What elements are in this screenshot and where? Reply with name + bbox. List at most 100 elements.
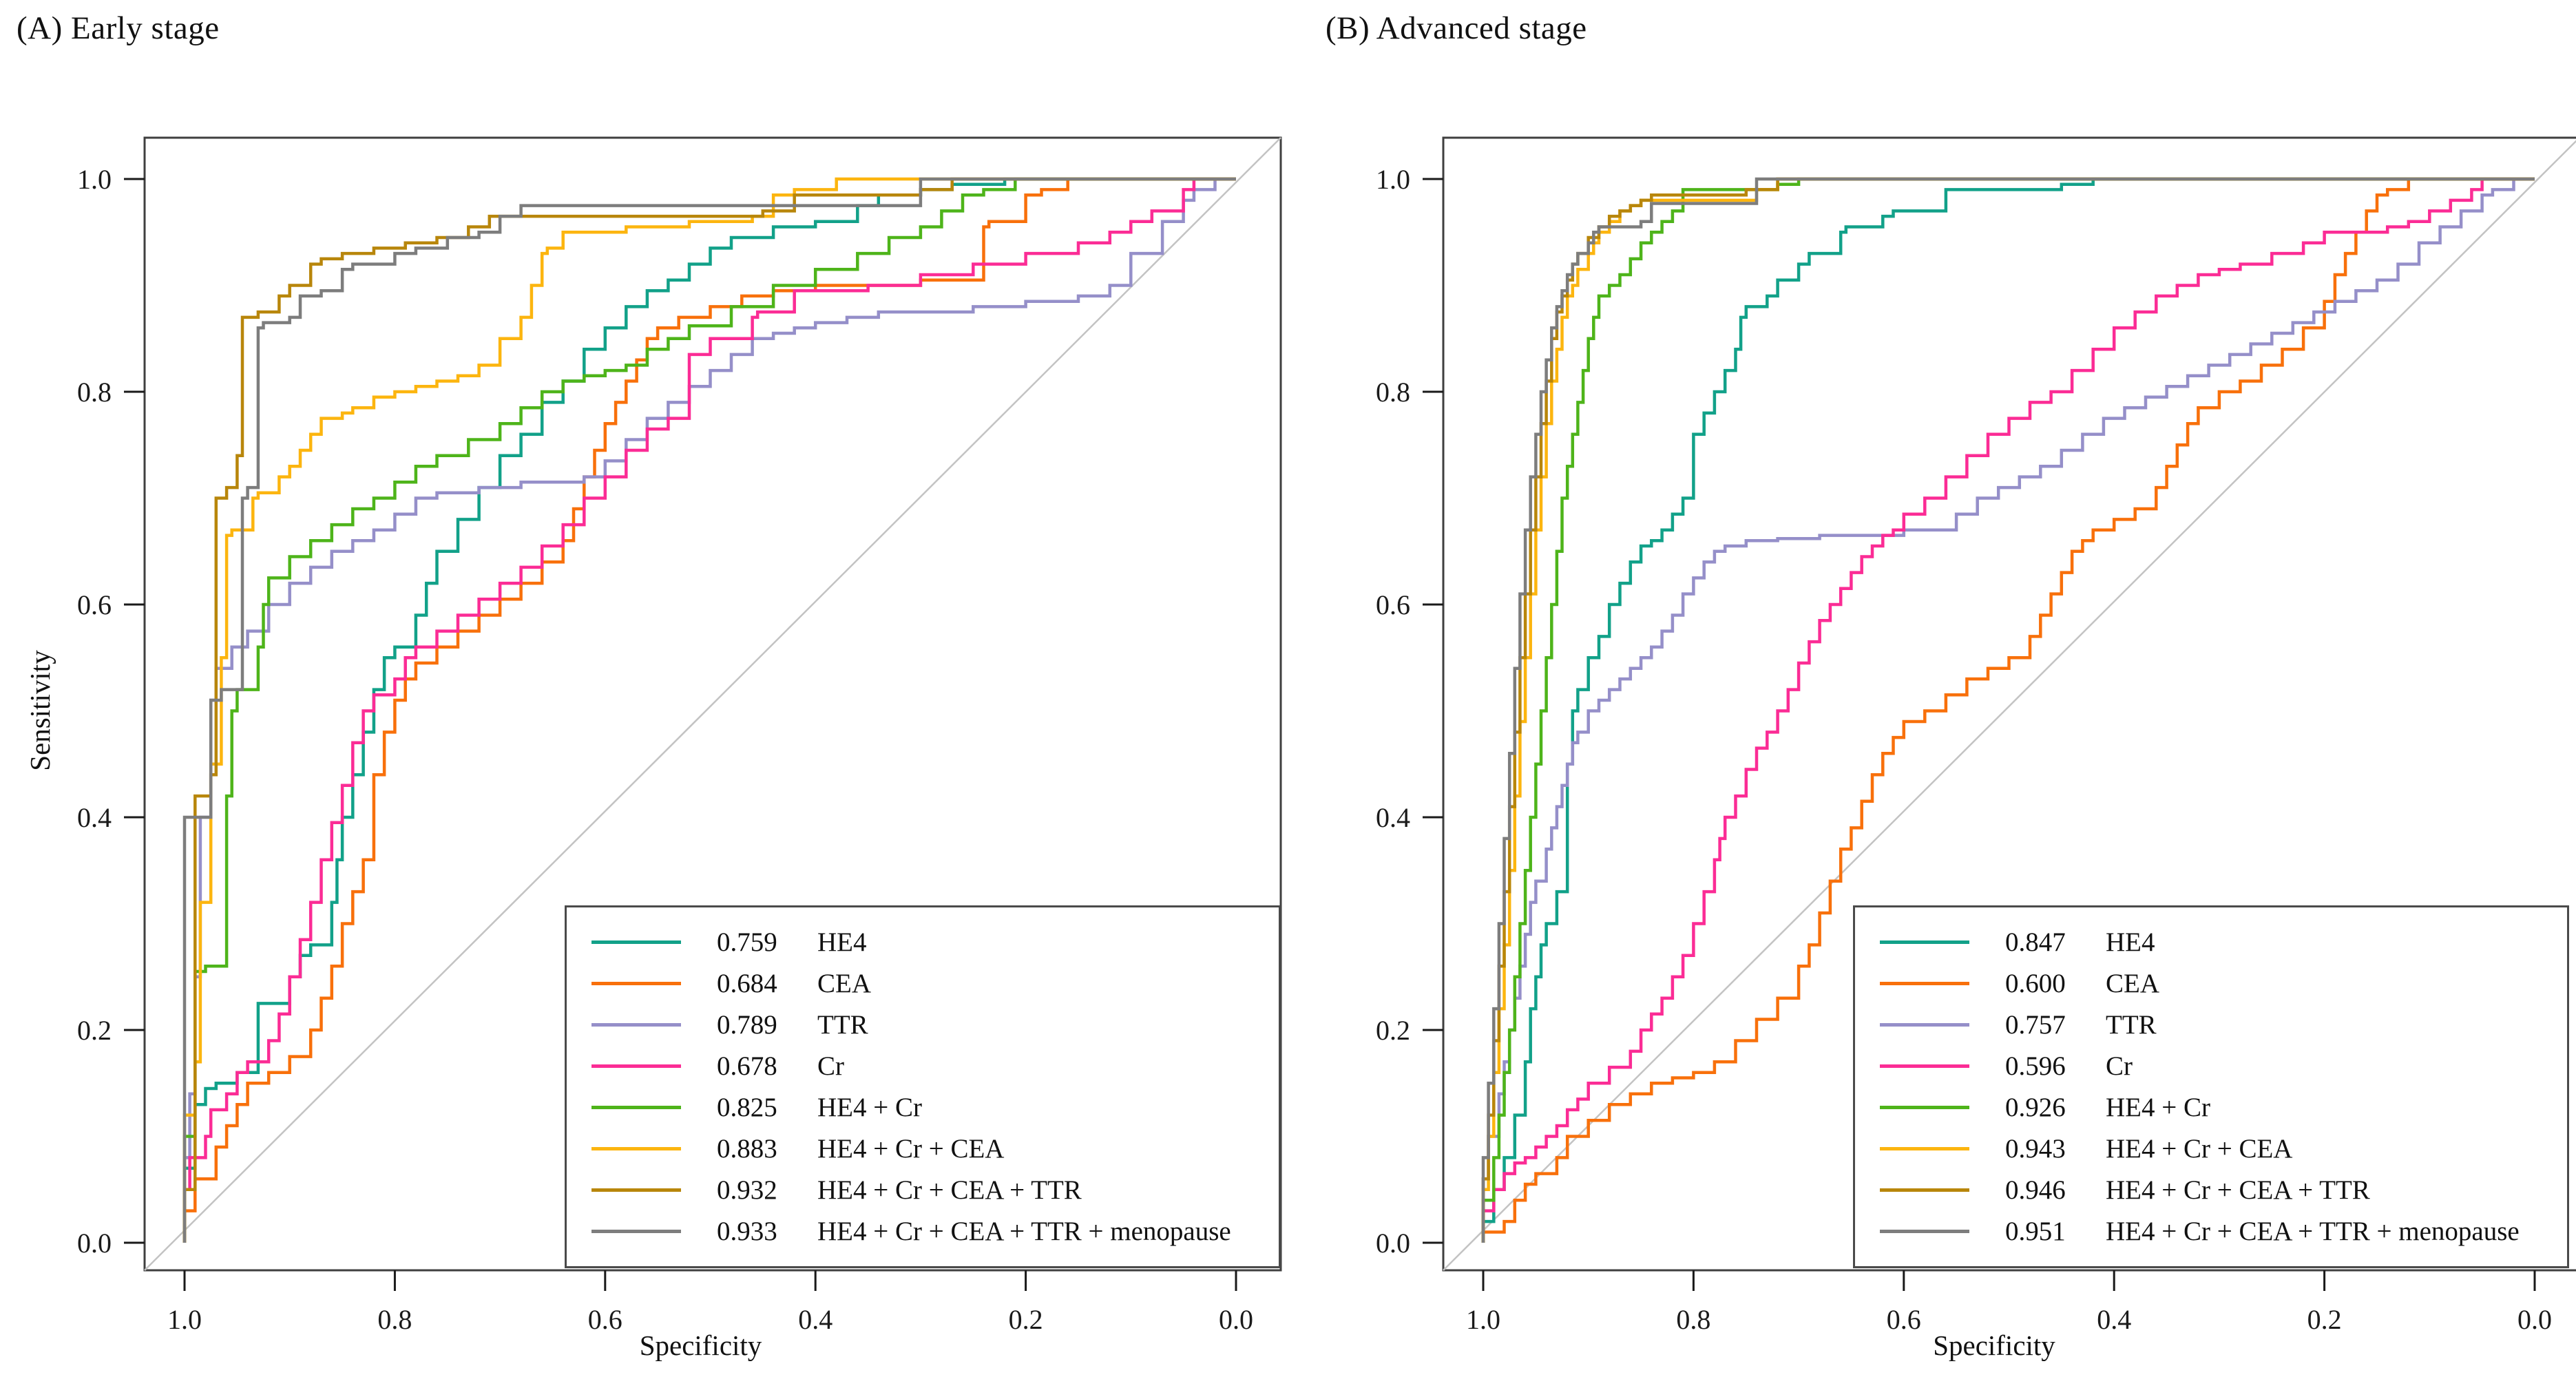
legend-line-swatch: [1880, 982, 1969, 985]
y-tick-label: 1.0: [77, 164, 112, 195]
y-tick-label: 0.2: [77, 1015, 112, 1046]
legend-line-swatch: [1880, 1147, 1969, 1150]
legend-line-swatch: [1880, 1230, 1969, 1233]
y-tick-label: 0.0: [77, 1228, 112, 1259]
legend-auc-value: 0.759: [717, 927, 777, 957]
legend-row: 0.883 HE4 + Cr + CEA: [591, 1135, 1272, 1162]
legend-auc-value: 0.825: [717, 1093, 777, 1122]
legend-row: 0.951 HE4 + Cr + CEA + TTR + menopause: [1880, 1218, 2560, 1245]
legend-line-swatch: [1880, 1188, 1969, 1192]
roc-legend-early-stage: 0.759 HE4 0.684 CEA 0.789 TTR 0.678 Cr 0.825 HE4 …: [565, 905, 1281, 1268]
plot-box: [143, 136, 1282, 1272]
panel-title-early-stage: (A) Early stage: [17, 10, 220, 46]
legend-line-swatch: [591, 940, 681, 944]
legend-row: 0.847 HE4: [1880, 929, 2560, 956]
legend-auc-value: 0.951: [2005, 1217, 2066, 1246]
y-tick-label: 0.6: [1376, 589, 1410, 620]
roc-curve-he4-cr-cea-ttr-menopause: [1481, 177, 2535, 1243]
x-axis-label: Specificity: [639, 1329, 762, 1361]
legend-auc-value: 0.943: [2005, 1134, 2066, 1164]
roc-curve-he4-cr-cea-ttr: [182, 177, 1236, 1243]
legend-series-label: Cr: [2106, 1051, 2133, 1081]
roc-legend-advanced-stage: 0.847 HE4 0.600 CEA 0.757 TTR 0.596 Cr 0.926 HE4 …: [1853, 905, 2569, 1268]
legend-auc-value: 0.678: [717, 1051, 777, 1081]
legend-row: 0.789 TTR: [591, 1011, 1272, 1038]
legend-series-label: HE4: [817, 927, 867, 957]
legend-line-swatch: [591, 1106, 681, 1109]
panel-advanced-stage: (B) Advanced stage 1.0 0.8 0.6 0.4 0.2 0.0 1.0…: [1288, 0, 2576, 1377]
roc-curve-cr: [1481, 177, 2535, 1243]
x-tick-label: 0.0: [1219, 1304, 1253, 1335]
legend-row: 0.600 CEA: [1880, 970, 2560, 997]
roc-curve-he4-cr: [1481, 177, 2535, 1243]
legend-series-label: Cr: [817, 1051, 844, 1081]
roc-curve-he4-cr: [182, 177, 1236, 1243]
x-tick-label: 0.2: [2307, 1304, 2342, 1335]
legend-auc-value: 0.946: [2005, 1175, 2066, 1205]
roc-curve-cr: [182, 177, 1236, 1243]
roc-curve-he4-cr-cea-ttr-menopause: [182, 177, 1236, 1243]
y-tick-label: 1.0: [1376, 164, 1410, 195]
legend-line-swatch: [591, 1147, 681, 1150]
legend-series-label: HE4 + Cr + CEA + TTR: [817, 1175, 1082, 1205]
legend-line-swatch: [1880, 940, 1969, 944]
legend-series-label: TTR: [2106, 1010, 2157, 1040]
legend-auc-value: 0.883: [717, 1134, 777, 1164]
x-tick-label: 1.0: [1466, 1304, 1500, 1335]
roc-curve-ttr: [1481, 177, 2535, 1243]
legend-auc-value: 0.926: [2005, 1093, 2066, 1122]
legend-auc-value: 0.789: [717, 1010, 777, 1040]
legend-line-swatch: [1880, 1023, 1969, 1027]
y-tick-label: 0.4: [1376, 802, 1410, 833]
legend-auc-value: 0.933: [717, 1217, 777, 1246]
roc-curve-ttr: [182, 177, 1236, 1243]
x-tick-label: 0.0: [2517, 1304, 2552, 1335]
roc-plot-early-stage: 1.0 0.8 0.6 0.4 0.2 0.0 1.0 0.8 0.6 0.4 0.2 0.0: [77, 136, 1282, 1335]
legend-series-label: HE4 + Cr: [817, 1093, 922, 1122]
legend-line-swatch: [591, 982, 681, 985]
legend-row: 0.757 TTR: [1880, 1011, 2560, 1038]
x-tick-label: 0.6: [1887, 1304, 1921, 1335]
legend-auc-value: 0.932: [717, 1175, 777, 1205]
y-tick-label: 0.8: [77, 377, 112, 408]
legend-row: 0.946 HE4 + Cr + CEA + TTR: [1880, 1177, 2560, 1203]
roc-plot-advanced-stage: 1.0 0.8 0.6 0.4 0.2 0.0 1.0 0.8 0.6 0.4 0.2 0.0: [1376, 136, 2576, 1335]
x-tick-label: 0.2: [1009, 1304, 1043, 1335]
y-tick-label: 0.8: [1376, 377, 1410, 408]
legend-row: 0.926 HE4 + Cr: [1880, 1094, 2560, 1121]
legend-line-swatch: [591, 1023, 681, 1027]
legend-auc-value: 0.600: [2005, 969, 2066, 998]
panel-title-advanced-stage: (B) Advanced stage: [1326, 10, 1587, 46]
y-tick-label: 0.0: [1376, 1228, 1410, 1259]
legend-row: 0.933 HE4 + Cr + CEA + TTR + menopause: [591, 1218, 1272, 1245]
legend-auc-value: 0.684: [717, 969, 777, 998]
legend-line-swatch: [591, 1230, 681, 1233]
x-tick-label: 0.8: [1676, 1304, 1710, 1335]
legend-series-label: HE4 + Cr + CEA + TTR: [2106, 1175, 2370, 1205]
legend-series-label: TTR: [817, 1010, 868, 1040]
legend-row: 0.596 Cr: [1880, 1053, 2560, 1080]
legend-line-swatch: [591, 1188, 681, 1192]
x-tick-label: 0.4: [798, 1304, 833, 1335]
legend-series-label: CEA: [817, 969, 871, 998]
legend-row: 0.825 HE4 + Cr: [591, 1094, 1272, 1121]
legend-series-label: HE4: [2106, 927, 2155, 957]
legend-auc-value: 0.757: [2005, 1010, 2066, 1040]
y-tick-label: 0.6: [77, 589, 112, 620]
roc-curve-he4-cr-cea: [182, 177, 1236, 1243]
legend-auc-value: 0.596: [2005, 1051, 2066, 1081]
panel-early-stage: (A) Early stage 1.0 0.8 0.6 0.4 0.2 0.0 1.0 0.8…: [17, 10, 1282, 1361]
x-axis-label: Specificity: [1933, 1329, 2055, 1361]
legend-line-swatch: [1880, 1106, 1969, 1109]
x-tick-label: 0.4: [2097, 1304, 2131, 1335]
legend-row: 0.932 HE4 + Cr + CEA + TTR: [591, 1177, 1272, 1203]
x-tick-label: 0.8: [377, 1304, 412, 1335]
roc-curve-cea: [1481, 177, 2535, 1243]
plot-box: [1442, 136, 2576, 1272]
legend-row: 0.678 Cr: [591, 1053, 1272, 1080]
y-axis-label: Sensitivity: [24, 650, 56, 771]
x-tick-label: 1.0: [167, 1304, 202, 1335]
diagonal-reference-line: [1443, 140, 2576, 1271]
legend-row: 0.759 HE4: [591, 929, 1272, 956]
